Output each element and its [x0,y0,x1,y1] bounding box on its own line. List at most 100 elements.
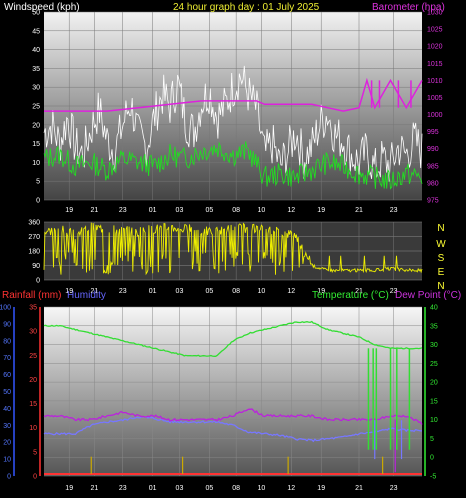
wind-y-tick-label: 5 [36,179,40,186]
rainfall-y-ticks: 0 5 10 15 20 25 30 35 [29,305,37,481]
humidity-y-tick-label: 90 [3,321,11,328]
wind-x-tick-label: 05 [205,207,213,214]
humidity-label: Humidity [67,290,106,301]
wind-y-ticks: 0 5 10 15 20 25 30 35 40 45 50 [32,10,40,205]
direction-x-tick-label: 23 [390,288,398,295]
barometer-y-tick-label: 1010 [427,78,443,85]
barometer-y-tick-label: 1020 [427,44,443,51]
temp-lines [43,320,423,475]
temp-x-tick-label: 03 [176,485,184,492]
wind-x-tick-label: 12 [287,207,295,214]
humidity-y-tick-label: 40 [3,406,11,413]
temp-x-tick-label: 21 [91,485,99,492]
temp-x-tick-label: 19 [317,485,325,492]
dewpoint-label: Dew Point (°C) [395,290,461,301]
humidity-y-ticks: 0 10 20 30 40 50 60 70 80 90 100 [0,305,11,481]
humidity-y-tick-label: 20 [3,440,11,447]
humidity-y-tick-label: 70 [3,355,11,362]
direction-x-tick-label: 05 [205,288,213,295]
wind-x-tick-label: 08 [232,207,240,214]
temperature-y-tick-label: 25 [430,361,438,368]
temperature-y-ticks: -5 0 5 10 15 20 25 30 35 40 [430,305,438,481]
temp-x-tick-label: 19 [65,485,73,492]
temp-x-tick-label: 05 [205,485,213,492]
wind-y-tick-label: 15 [32,141,40,148]
compass-label: N [437,223,444,234]
wind-y-tick-label: 25 [32,104,40,111]
direction-x-tick-label: 19 [317,288,325,295]
direction-x-tick-label: 08 [232,288,240,295]
temp-x-tick-label: 23 [390,485,398,492]
direction-y-ticks: 0 90 180 270 360 [28,220,40,285]
direction-x-tick-label: 21 [355,288,363,295]
humidity-series-line [43,416,423,443]
compass-label: S [438,253,445,264]
humidity-y-tick-label: 0 [7,474,11,481]
wind-x-tick-label: 03 [176,207,184,214]
direction-x-tick-label: 21 [91,288,99,295]
rainfall-y-tick-label: 5 [33,449,37,456]
compass-label: E [438,267,445,278]
wind-y-tick-label: 35 [32,66,40,73]
compass-label: N [437,281,444,292]
wind-y-tick-label: 40 [32,47,40,54]
rainfall-y-tick-label: 20 [29,377,37,384]
wind-x-tick-label: 19 [65,207,73,214]
barometer-y-tick-label: 1015 [427,61,443,68]
humidity-y-tick-label: 100 [0,305,11,312]
wind-y-tick-label: 30 [32,85,40,92]
temperature-y-tick-label: -5 [430,474,436,481]
barometer-y-tick-label: 980 [427,180,439,187]
compass-label: W [436,239,446,250]
direction-x-tick-label: 10 [257,288,265,295]
wind-x-tick-label: 01 [149,207,157,214]
wind-x-tick-label: 19 [317,207,325,214]
temperature-y-tick-label: 40 [430,305,438,312]
wind-x-tick-label: 21 [355,207,363,214]
humidity-y-tick-label: 30 [3,423,11,430]
temperature-y-tick-label: 5 [430,436,434,443]
temp-x-tick-label: 12 [287,485,295,492]
wind-x-tick-label: 23 [390,207,398,214]
wind-x-tick-label: 23 [119,207,127,214]
temperature-series-line [43,320,423,357]
graph-title: 24 hour graph day : 01 July 2025 [173,2,320,13]
direction-lines [43,222,423,276]
direction-y-tick-label: 360 [28,220,40,227]
gust-series-line [43,65,423,182]
wind-y-tick-label: 10 [32,160,40,167]
wind-x-tick-label: 10 [257,207,265,214]
rainfall-y-tick-label: 0 [33,474,37,481]
direction-y-tick-label: 90 [32,263,40,270]
wind-y-tick-label: 0 [36,198,40,205]
barometer-y-tick-label: 975 [427,198,439,205]
rainfall-y-tick-label: 30 [29,329,37,336]
direction-x-tick-label: 23 [119,288,127,295]
barometer-y-tick-label: 990 [427,146,439,153]
temp-x-tick-label: 21 [355,485,363,492]
barometer-y-tick-label: 985 [427,163,439,170]
rainfall-y-tick-label: 25 [29,353,37,360]
direction-x-tick-label: 19 [65,288,73,295]
rainfall-y-tick-label: 35 [29,305,37,312]
direction-x-tick-label: 01 [149,288,157,295]
temperature-label: Temperature (°C) [312,290,389,301]
dewpoint-series-line [43,408,423,425]
direction-y-tick-label: 0 [36,278,40,285]
temperature-y-tick-label: 10 [430,417,438,424]
barometer-label: Barometer (hpa) [372,2,445,13]
humidity-y-tick-label: 50 [3,389,11,396]
temp-plot-background [44,307,422,476]
wind-lines [43,65,423,190]
rainfall-label: Rainfall (mm) [2,290,61,301]
temp-x-tick-label: 23 [119,485,127,492]
barometer-series-line [44,77,423,112]
avg-wind-series-line [43,141,423,190]
temperature-y-tick-label: 35 [430,323,438,330]
direction-y-tick-label: 270 [28,234,40,241]
temp-x-tick-label: 08 [232,485,240,492]
